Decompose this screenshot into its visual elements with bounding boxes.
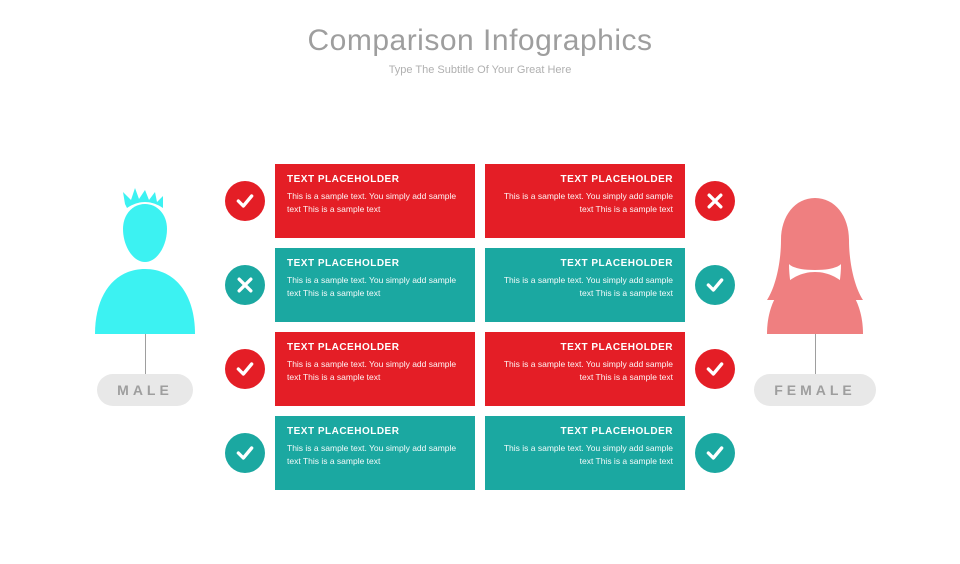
card-body: This is a sample text. You simply add sa…: [287, 274, 463, 300]
card-title: TEXT PLACEHOLDER: [287, 426, 463, 437]
card-body: This is a sample text. You simply add sa…: [287, 190, 463, 216]
card-title: TEXT PLACEHOLDER: [497, 342, 673, 353]
comparison-card-left: TEXT PLACEHOLDER This is a sample text. Y…: [275, 248, 475, 322]
check-icon: [225, 433, 265, 473]
card-title: TEXT PLACEHOLDER: [497, 258, 673, 269]
persona-male: MALE: [65, 184, 225, 406]
card-body: This is a sample text. You simply add sa…: [287, 358, 463, 384]
male-avatar-icon: [75, 184, 215, 334]
comparison-card-left: TEXT PLACEHOLDER This is a sample text. Y…: [275, 332, 475, 406]
card-body: This is a sample text. You simply add sa…: [497, 358, 673, 384]
card-title: TEXT PLACEHOLDER: [287, 342, 463, 353]
comparison-row: TEXT PLACEHOLDER This is a sample text. Y…: [225, 164, 735, 238]
card-body: This is a sample text. You simply add sa…: [497, 190, 673, 216]
comparison-row: TEXT PLACEHOLDER This is a sample text. Y…: [225, 248, 735, 322]
card-title: TEXT PLACEHOLDER: [497, 426, 673, 437]
comparison-content: MALE TEXT PLACEHOLDER This is a sample te…: [0, 164, 960, 490]
card-title: TEXT PLACEHOLDER: [497, 174, 673, 185]
check-icon: [695, 433, 735, 473]
card-body: This is a sample text. You simply add sa…: [497, 442, 673, 468]
check-icon: [225, 349, 265, 389]
card-title: TEXT PLACEHOLDER: [287, 258, 463, 269]
female-avatar-icon: [745, 184, 885, 334]
check-icon: [695, 349, 735, 389]
comparison-card-right: TEXT PLACEHOLDER This is a sample text. Y…: [485, 164, 685, 238]
page-title: Comparison Infographics: [0, 24, 960, 58]
comparison-row: TEXT PLACEHOLDER This is a sample text. Y…: [225, 332, 735, 406]
comparison-card-right: TEXT PLACEHOLDER This is a sample text. Y…: [485, 416, 685, 490]
male-stem: [145, 334, 146, 374]
card-body: This is a sample text. You simply add sa…: [287, 442, 463, 468]
comparison-grid: TEXT PLACEHOLDER This is a sample text. Y…: [225, 164, 735, 490]
check-icon: [225, 181, 265, 221]
comparison-card-left: TEXT PLACEHOLDER This is a sample text. Y…: [275, 416, 475, 490]
female-stem: [815, 334, 816, 374]
female-label-pill: FEMALE: [754, 374, 876, 406]
cross-icon: [225, 265, 265, 305]
comparison-card-right: TEXT PLACEHOLDER This is a sample text. Y…: [485, 248, 685, 322]
persona-female: FEMALE: [735, 184, 895, 406]
comparison-card-right: TEXT PLACEHOLDER This is a sample text. Y…: [485, 332, 685, 406]
card-title: TEXT PLACEHOLDER: [287, 174, 463, 185]
page-subtitle: Type The Subtitle Of Your Great Here: [0, 64, 960, 76]
comparison-card-left: TEXT PLACEHOLDER This is a sample text. Y…: [275, 164, 475, 238]
check-icon: [695, 265, 735, 305]
cross-icon: [695, 181, 735, 221]
male-label-pill: MALE: [97, 374, 193, 406]
comparison-row: TEXT PLACEHOLDER This is a sample text. Y…: [225, 416, 735, 490]
card-body: This is a sample text. You simply add sa…: [497, 274, 673, 300]
